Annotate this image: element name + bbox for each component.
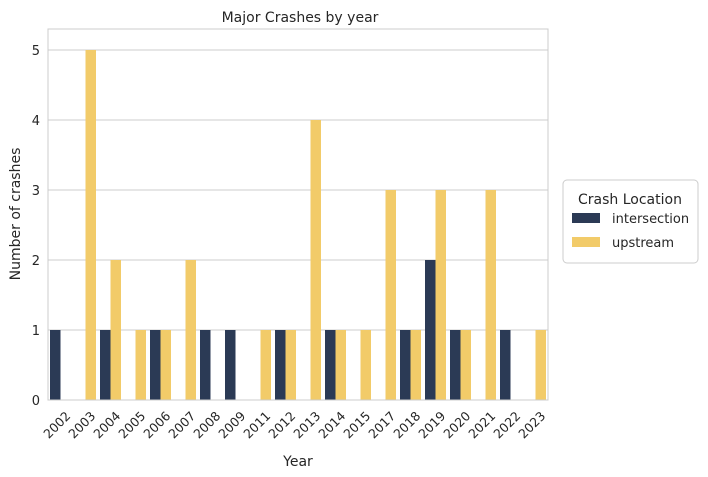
- bar-upstream-2019: [435, 190, 446, 400]
- bar-upstream-2013: [310, 120, 321, 400]
- y-tick-label-2: 2: [32, 254, 40, 269]
- bar-intersection-2008: [200, 330, 211, 400]
- x-tick-label-2015: 2015: [340, 408, 373, 441]
- bar-intersection-2002: [50, 330, 61, 400]
- x-axis-label: Year: [282, 454, 313, 470]
- legend: Crash Location intersection upstream: [562, 179, 699, 264]
- legend-label-upstream: upstream: [612, 236, 674, 251]
- bar-intersection-2006: [150, 330, 161, 400]
- gridlines: [48, 49, 548, 331]
- chart-title: Major Crashes by year: [222, 10, 379, 26]
- x-tick-label-2003: 2003: [65, 408, 98, 441]
- bar-upstream-2017: [385, 190, 396, 400]
- bar-upstream-2014: [335, 330, 346, 400]
- y-tick-label-3: 3: [32, 184, 40, 199]
- bar-upstream-2018: [410, 330, 421, 400]
- x-tick-label-2006: 2006: [140, 408, 173, 441]
- bar-upstream-2004: [110, 260, 121, 400]
- x-tick-label-2007: 2007: [165, 408, 198, 441]
- bar-upstream-2003: [85, 50, 96, 400]
- x-tick-label-2019: 2019: [415, 408, 448, 441]
- bar-upstream-2007: [185, 260, 196, 400]
- x-tick-labels: 2002200320042005200620072008200920112012…: [40, 408, 548, 441]
- x-tick-label-2012: 2012: [265, 408, 298, 441]
- y-tick-labels: 0 1 2 3 4 5: [32, 44, 40, 409]
- x-tick-label-2011: 2011: [240, 408, 273, 441]
- bar-intersection-2020: [450, 330, 461, 400]
- bar-intersection-2019: [425, 260, 436, 400]
- y-tick-label-5: 5: [32, 44, 40, 59]
- bar-upstream-2006: [160, 330, 171, 400]
- bar-upstream-2011: [260, 330, 271, 400]
- bar-intersection-2018: [400, 330, 411, 400]
- bar-upstream-2023: [535, 330, 546, 400]
- x-tick-label-2008: 2008: [190, 408, 223, 441]
- y-tick-label-1: 1: [32, 324, 40, 339]
- bar-upstream-2012: [285, 330, 296, 400]
- bar-upstream-2020: [460, 330, 471, 400]
- bar-upstream-2005: [135, 330, 146, 400]
- legend-label-intersection: intersection: [612, 212, 689, 227]
- bar-intersection-2022: [500, 330, 511, 400]
- x-tick-label-2002: 2002: [40, 408, 73, 441]
- y-tick-label-0: 0: [32, 394, 40, 409]
- x-tick-label-2022: 2022: [490, 408, 523, 441]
- bar-intersection-2004: [100, 330, 111, 400]
- x-tick-label-2021: 2021: [465, 408, 498, 441]
- x-tick-label-2009: 2009: [215, 408, 248, 441]
- x-tick-label-2020: 2020: [440, 408, 473, 441]
- bar-intersection-2012: [275, 330, 286, 400]
- x-tick-label-2018: 2018: [390, 408, 423, 441]
- bar-upstream-2021: [485, 190, 496, 400]
- plot-frame: [47, 28, 549, 401]
- y-axis-label: Number of crashes: [8, 148, 24, 281]
- bar-intersection-2014: [325, 330, 336, 400]
- x-tick-label-2023: 2023: [515, 408, 548, 441]
- legend-title: Crash Location: [578, 192, 682, 208]
- x-tick-label-2017: 2017: [365, 408, 398, 441]
- legend-swatch-upstream: [572, 237, 600, 247]
- x-tick-label-2004: 2004: [90, 408, 123, 441]
- y-tick-label-4: 4: [32, 114, 40, 129]
- x-tick-label-2005: 2005: [115, 408, 148, 441]
- bars: [50, 50, 546, 400]
- x-tick-label-2014: 2014: [315, 408, 348, 441]
- legend-swatch-intersection: [572, 213, 600, 223]
- bar-intersection-2009: [225, 330, 236, 400]
- bar-upstream-2015: [360, 330, 371, 400]
- x-tick-label-2013: 2013: [290, 408, 323, 441]
